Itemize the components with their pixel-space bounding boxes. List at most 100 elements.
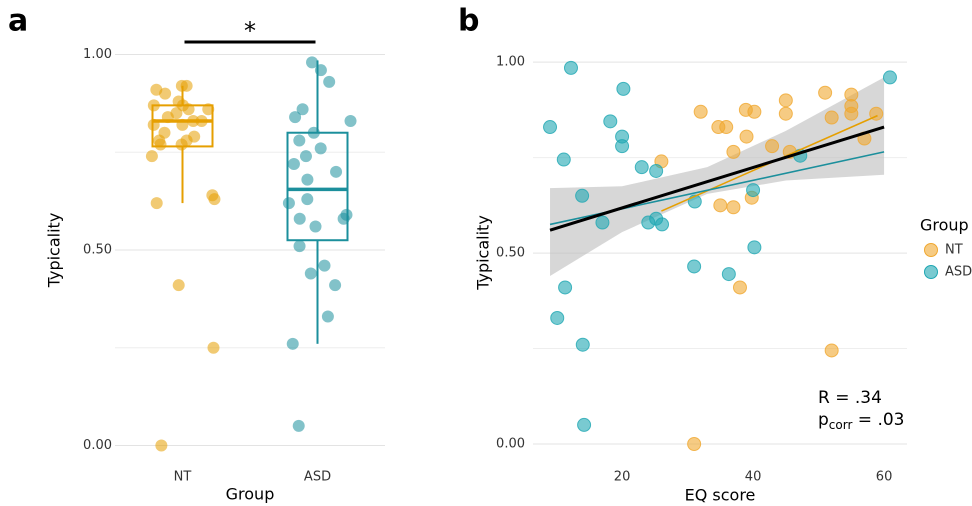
data-point xyxy=(719,120,734,135)
data-point xyxy=(147,118,160,131)
data-point xyxy=(172,279,185,292)
panel-label: b xyxy=(458,4,479,39)
data-point xyxy=(293,134,306,147)
data-point xyxy=(778,106,793,121)
data-point xyxy=(765,139,780,154)
data-point xyxy=(202,103,215,116)
data-point xyxy=(558,280,573,295)
data-point xyxy=(732,280,747,295)
data-point xyxy=(155,439,168,452)
y-tick-label: 0.00 xyxy=(496,436,525,451)
data-point xyxy=(306,56,319,69)
y-tick-label: 1.00 xyxy=(496,55,525,70)
annotation-part: = .03 xyxy=(852,410,904,430)
panel-label: a xyxy=(8,4,28,39)
y-axis-title: Typicality xyxy=(45,213,64,289)
data-point xyxy=(176,118,189,131)
data-point xyxy=(296,103,309,116)
data-point xyxy=(207,341,220,354)
y-axis-title: Typicality xyxy=(474,215,493,291)
data-point xyxy=(575,337,590,352)
x-tick-label: 40 xyxy=(745,470,762,485)
x-axis-title: EQ score xyxy=(685,486,756,505)
annotation: R = .34 xyxy=(818,388,882,408)
data-point xyxy=(154,138,167,151)
data-point xyxy=(329,279,342,292)
data-point xyxy=(187,115,200,127)
annotation: pcorr = .03 xyxy=(818,410,905,432)
data-point xyxy=(321,310,334,323)
data-point xyxy=(147,99,160,112)
data-point xyxy=(649,163,664,178)
annotation-part: p xyxy=(818,410,829,430)
data-point xyxy=(713,198,728,213)
data-point xyxy=(556,152,571,167)
data-point xyxy=(844,106,859,121)
data-point xyxy=(180,79,193,92)
data-point xyxy=(577,417,592,432)
data-point xyxy=(739,129,754,144)
data-point xyxy=(314,142,327,155)
y-tick-label: 0.50 xyxy=(83,243,112,258)
data-point xyxy=(693,104,708,119)
data-point xyxy=(307,126,320,139)
legend-title: Group xyxy=(920,216,969,235)
data-point xyxy=(344,115,357,127)
y-tick-label: 0.50 xyxy=(496,246,525,261)
data-point xyxy=(287,158,300,170)
legend-swatch xyxy=(924,243,938,257)
data-point xyxy=(575,188,590,203)
data-point xyxy=(161,111,174,124)
confidence-band xyxy=(550,77,885,276)
data-point xyxy=(330,165,343,178)
data-point xyxy=(150,197,163,210)
box xyxy=(286,60,349,344)
data-point xyxy=(309,220,322,233)
data-point xyxy=(824,343,839,358)
data-point xyxy=(882,70,897,85)
data-point xyxy=(293,212,306,225)
data-point xyxy=(747,104,762,119)
data-point xyxy=(726,200,741,215)
data-point xyxy=(818,85,833,100)
data-point xyxy=(301,193,314,206)
data-point xyxy=(337,212,350,225)
data-point xyxy=(778,93,793,108)
data-point xyxy=(159,87,172,100)
data-point xyxy=(292,419,305,432)
legend-swatch xyxy=(924,265,938,279)
data-point xyxy=(299,150,312,163)
data-point xyxy=(746,183,761,198)
data-point xyxy=(318,259,331,272)
data-point xyxy=(550,310,565,325)
x-tick-label: NT xyxy=(174,470,192,485)
data-point xyxy=(314,64,327,77)
data-point xyxy=(726,144,741,159)
data-point xyxy=(301,173,314,186)
data-point xyxy=(208,193,221,206)
data-point xyxy=(634,160,649,175)
data-point xyxy=(603,114,618,129)
x-tick-label: 60 xyxy=(876,470,893,485)
data-point xyxy=(543,120,558,135)
data-point xyxy=(145,150,158,163)
data-point xyxy=(616,81,631,96)
x-axis-title: Group xyxy=(226,485,275,504)
data-point xyxy=(687,259,702,274)
data-point xyxy=(615,139,630,154)
y-tick-label: 0.00 xyxy=(83,438,112,453)
data-point xyxy=(824,110,839,125)
data-point xyxy=(687,436,702,451)
data-point xyxy=(282,197,295,210)
data-point xyxy=(293,240,306,253)
legend-label: NT xyxy=(945,243,963,258)
data-point xyxy=(655,217,670,232)
data-point xyxy=(747,240,762,255)
data-point xyxy=(195,115,208,127)
data-point xyxy=(182,103,195,116)
fit-line xyxy=(549,125,885,232)
annotation-part: corr xyxy=(829,418,853,432)
data-point xyxy=(304,267,317,280)
data-point xyxy=(721,267,736,282)
significance-label: * xyxy=(244,17,256,45)
